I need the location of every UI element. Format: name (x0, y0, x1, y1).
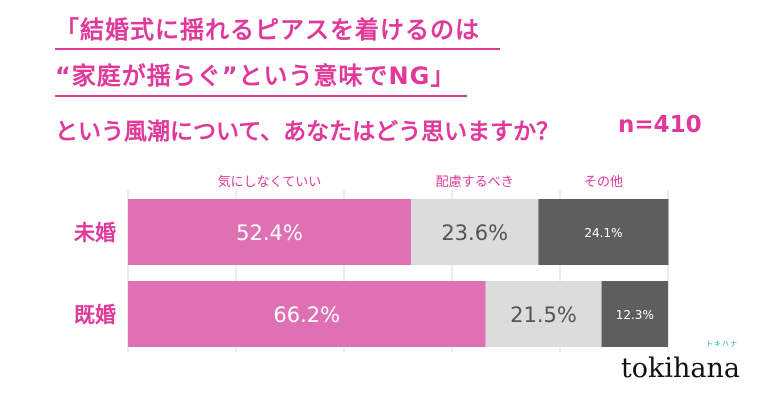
logo-kana: トキハナ (706, 340, 738, 348)
title-underline-2 (55, 95, 467, 97)
tokihana-logo: tokihana (620, 353, 740, 384)
survey-question: という風潮について、あなたはどう思いますか？ (55, 119, 560, 145)
data-label: 21.5% (510, 303, 577, 327)
bar-segment (538, 199, 669, 265)
bar-segment (128, 199, 411, 265)
legend-label: 配慮するべき (436, 175, 514, 190)
bar-segment (410, 199, 539, 265)
data-label: 24.1% (584, 226, 622, 240)
bar-segment (128, 281, 486, 347)
category-label: 未婚 (74, 221, 116, 245)
category-label: 既婚 (74, 303, 116, 327)
sample-size: n=410 (618, 112, 702, 138)
title-line-2: “家庭が揺らぐ”という意味でNG」 (55, 62, 456, 90)
data-label: 52.4% (236, 221, 303, 245)
bar-segment (601, 281, 668, 347)
legend-label: 気にしなくていい (218, 174, 322, 190)
title-line-1: 「結婚式に揺れるピアスを着けるのは (55, 16, 480, 44)
data-label: 66.2% (273, 303, 340, 327)
legend-label: その他 (584, 175, 623, 190)
bar-segment (485, 281, 602, 347)
data-label: 12.3% (616, 308, 654, 322)
data-label: 23.6% (441, 221, 508, 245)
title-underline-1 (55, 48, 500, 50)
